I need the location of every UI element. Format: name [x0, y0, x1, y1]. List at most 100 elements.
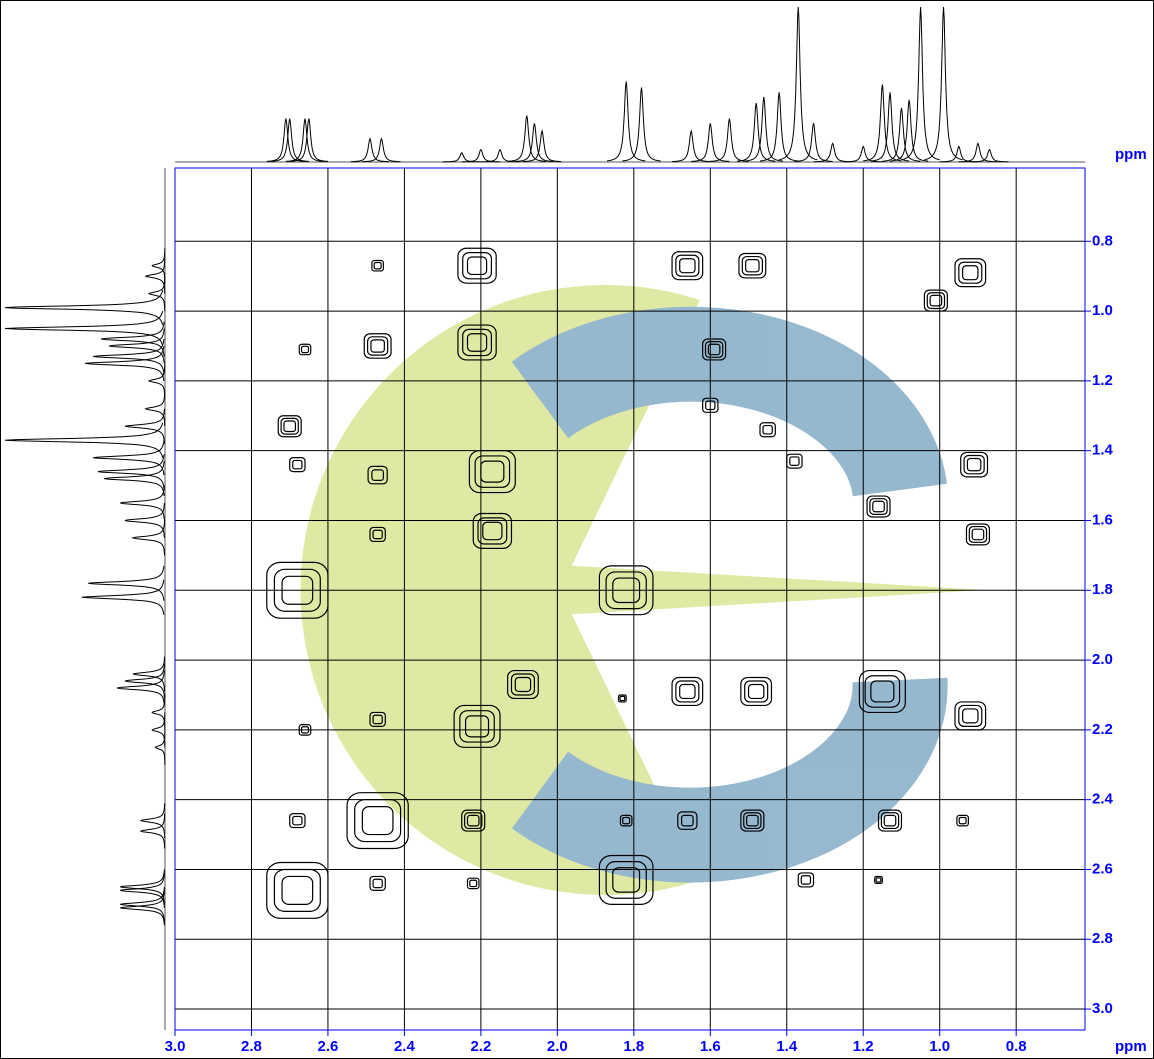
cross-peak — [671, 676, 704, 707]
contour-level — [929, 294, 943, 307]
top-trace-peak — [285, 118, 325, 162]
contour-level — [870, 680, 895, 703]
contour-level — [266, 861, 329, 919]
left-trace-peak — [151, 712, 166, 748]
cross-peak — [298, 343, 312, 356]
left-trace-peak — [124, 503, 165, 538]
cross-peak — [371, 259, 384, 272]
contour-level — [954, 258, 987, 288]
x-tick-label: 2.4 — [394, 1038, 416, 1055]
contour-level — [598, 565, 654, 616]
contour-level — [971, 528, 985, 541]
contour-level — [617, 694, 627, 703]
y-tick-label: 1.8 — [1092, 581, 1113, 598]
contour-level — [474, 455, 511, 488]
top-trace-peak — [461, 148, 500, 163]
contour-level — [880, 812, 900, 830]
contour-level — [370, 339, 385, 353]
cross-peak — [298, 724, 312, 736]
cross-peak — [461, 809, 486, 832]
cross-peak — [960, 451, 989, 478]
cross-peak — [289, 813, 306, 829]
contour-level — [745, 259, 760, 273]
y-tick-label: 0.8 — [1092, 232, 1113, 249]
contour-level — [675, 254, 700, 277]
contour-level — [866, 495, 891, 518]
contour-level — [372, 878, 383, 889]
top-trace-peak — [480, 148, 520, 163]
contour-level — [464, 715, 490, 738]
contour-level — [746, 814, 759, 827]
contour-level — [367, 465, 388, 485]
left-trace-peak — [124, 663, 165, 699]
left-trace-peak — [88, 565, 165, 601]
contour-level — [472, 512, 513, 549]
contour-level — [459, 710, 495, 743]
left-trace-peak — [120, 869, 165, 905]
contour-level — [507, 669, 539, 700]
left-trace-peak — [144, 258, 166, 294]
cross-peak — [453, 704, 501, 748]
contour-level — [281, 875, 314, 905]
contour-level — [372, 714, 383, 725]
contour-level — [962, 265, 979, 281]
contour-level — [675, 680, 700, 703]
cross-peak — [858, 669, 906, 714]
cross-peak — [677, 811, 698, 830]
x-axis-label: ppm — [1115, 1038, 1147, 1055]
left-trace-peak — [97, 454, 165, 490]
contour-level — [956, 814, 969, 827]
logo-blue-lower — [512, 677, 948, 883]
contour-level — [679, 683, 696, 700]
x-tick-label: 1.4 — [776, 1038, 798, 1055]
contour-level — [872, 500, 885, 513]
y-tick-label: 2.0 — [1092, 651, 1113, 668]
left-trace-peak — [84, 345, 165, 381]
left-trace-peak — [104, 461, 165, 496]
contour-level — [875, 877, 882, 883]
cross-peak — [363, 333, 392, 359]
contour-level — [858, 669, 906, 714]
contour-level — [298, 343, 312, 356]
contour-level — [966, 457, 982, 472]
left-trace-peak — [151, 695, 166, 730]
left-trace-peak — [4, 311, 164, 347]
cross-peak — [759, 422, 776, 438]
cross-peak — [507, 669, 539, 700]
contour-level — [462, 252, 492, 280]
contour-level — [954, 701, 987, 731]
contour-level — [289, 813, 306, 829]
contour-level — [962, 708, 979, 724]
contour-level — [864, 675, 901, 708]
top-trace-peak — [362, 137, 401, 163]
contour-level — [273, 868, 321, 912]
contour-level — [482, 521, 503, 541]
top-trace-peak — [744, 96, 783, 162]
cross-peak — [740, 676, 773, 707]
contour-level — [619, 695, 626, 702]
contour-level — [371, 259, 384, 272]
top-trace-peak — [890, 99, 929, 162]
y-tick-label: 2.2 — [1092, 721, 1113, 738]
top-trace-peak — [672, 129, 711, 163]
contour-level — [598, 854, 654, 905]
contour-level — [612, 867, 641, 893]
contour-level — [361, 806, 394, 836]
logo-blue-upper — [511, 306, 948, 498]
top-trace-peak — [607, 81, 646, 162]
cross-peak — [965, 523, 991, 546]
contour-level — [457, 324, 497, 361]
contour-level — [958, 816, 967, 825]
cross-peak — [923, 289, 948, 312]
cross-peak — [702, 397, 719, 413]
x-tick-label: 3.0 — [165, 1038, 186, 1055]
contour-level — [371, 469, 384, 481]
cross-peak — [266, 861, 329, 919]
contour-level — [958, 704, 983, 727]
top-trace-peak — [622, 87, 661, 162]
left-trace-peak — [92, 440, 165, 476]
contour-level — [704, 341, 724, 358]
top-trace-peak — [270, 118, 309, 162]
contour-level — [963, 454, 985, 475]
